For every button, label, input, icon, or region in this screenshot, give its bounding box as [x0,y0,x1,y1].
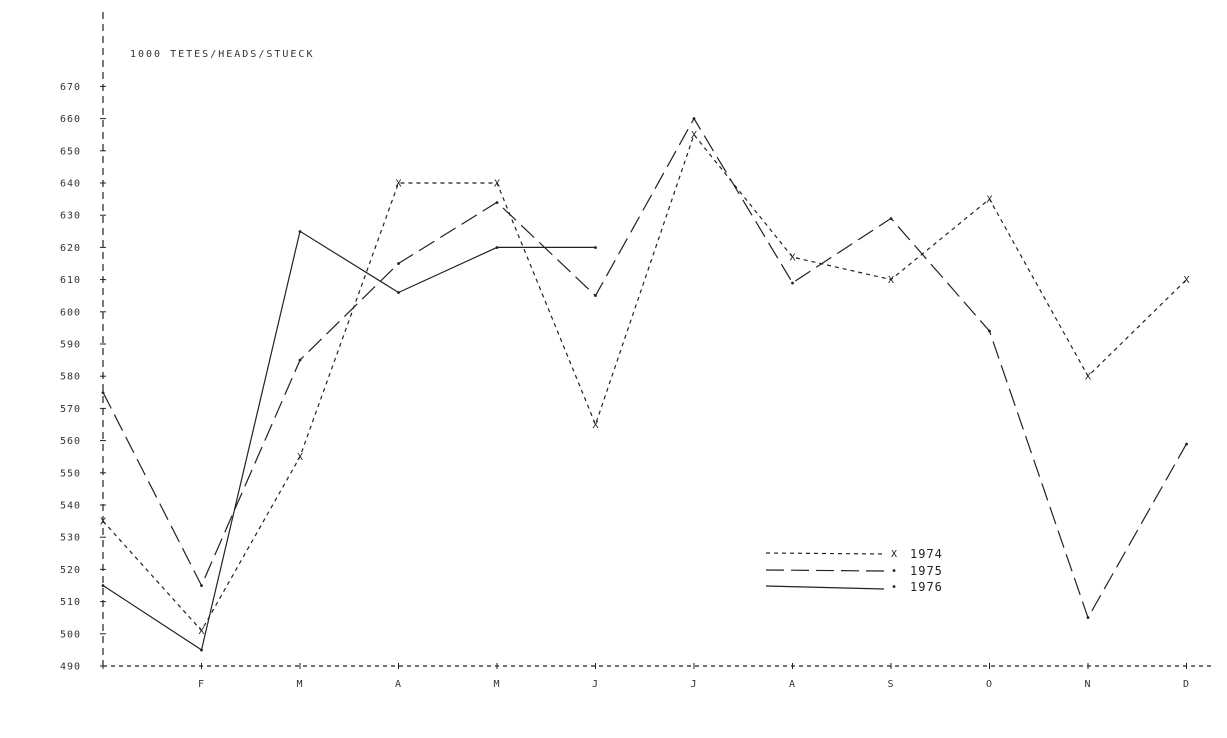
y-tick-label: 580 [60,372,81,383]
data-point: X [100,517,106,528]
y-tick-label: 570 [60,404,81,415]
series-1975: • • • • • • • • • • • • [100,114,1190,624]
data-point: X [395,179,401,190]
x-tick-label: D [1183,679,1190,690]
y-tick-label: 560 [60,436,81,447]
chart-axes [102,12,1212,667]
data-point: • [691,114,697,125]
legend: X 1974 • 1975 • 1976 [765,547,943,594]
y-tick-label: 650 [60,146,81,157]
data-point: • [198,645,204,656]
y-tick-label: 670 [60,82,81,93]
y-tick-label: 610 [60,275,81,286]
y-tick-label: 550 [60,468,81,479]
data-point: • [100,388,106,399]
y-tick-label: 640 [60,179,81,190]
y-tick-label: 520 [60,565,81,576]
data-point: X [198,626,204,637]
legend-marker: • [891,566,897,577]
data-point: • [297,227,303,238]
x-tick-label: S [887,679,894,690]
x-tick-label: A [789,679,796,690]
y-tick-label: 540 [60,501,81,512]
data-point: • [494,198,500,209]
x-tick-label: J [592,679,599,690]
data-point: • [1085,613,1091,624]
legend-marker: X [891,549,897,560]
y-tick-label: 620 [60,243,81,254]
y-tick-label: 500 [60,629,81,640]
y-tick-label: 600 [60,307,81,318]
data-point: • [592,243,598,254]
data-point: X [1085,372,1091,383]
y-tick-label: 660 [60,114,81,125]
y-tick-label: 510 [60,597,81,608]
data-point: X [986,195,992,206]
data-point: • [100,581,106,592]
legend-label: 1975 [910,564,943,578]
legend-line [765,552,885,555]
legend-line [765,585,885,590]
series-line [102,230,596,651]
series-1974: X X X X X X X X X X X X [100,130,1190,637]
legend-line [765,569,885,572]
legend-label: 1976 [910,580,943,594]
series-1976: • • • • • • [100,227,599,657]
series-line [102,117,1188,620]
x-tick-label: M [493,679,500,690]
data-point: • [888,214,894,225]
data-point: • [1183,439,1189,450]
data-point: • [395,259,401,270]
y-tick-label: 530 [60,533,81,544]
series-line [102,133,1187,632]
unit-label: 1000 TETES/HEADS/STUECK [130,49,314,60]
y-axis-ticks: 490 500 510 520 530 540 550 560 570 580 590 600 610 6… [60,82,106,673]
x-tick-label: F [198,679,205,690]
y-tick-label: 590 [60,340,81,351]
data-point: • [494,243,500,254]
x-tick-label: A [395,679,402,690]
legend-label: 1974 [910,547,943,561]
data-point: • [198,581,204,592]
series-layer: X X X X X X X X X X X X • • • • • • • • • • • • • • • • • • [100,114,1190,656]
data-point: • [789,278,795,289]
data-point: X [1183,275,1189,286]
data-point: X [888,275,894,286]
x-tick-label: N [1084,679,1091,690]
x-tick-label: O [986,679,993,690]
x-tick-label: J [690,679,697,690]
data-point: X [789,253,795,264]
data-point: X [592,420,598,431]
data-point: • [592,291,598,302]
y-tick-label: 490 [60,662,81,673]
y-tick-label: 630 [60,211,81,222]
data-point: • [297,356,303,367]
data-point: • [986,327,992,338]
data-point: X [691,130,697,141]
data-point: • [395,288,401,299]
data-point: X [494,179,500,190]
data-point: X [297,452,303,463]
x-tick-label: M [296,679,303,690]
legend-marker: • [891,582,897,593]
